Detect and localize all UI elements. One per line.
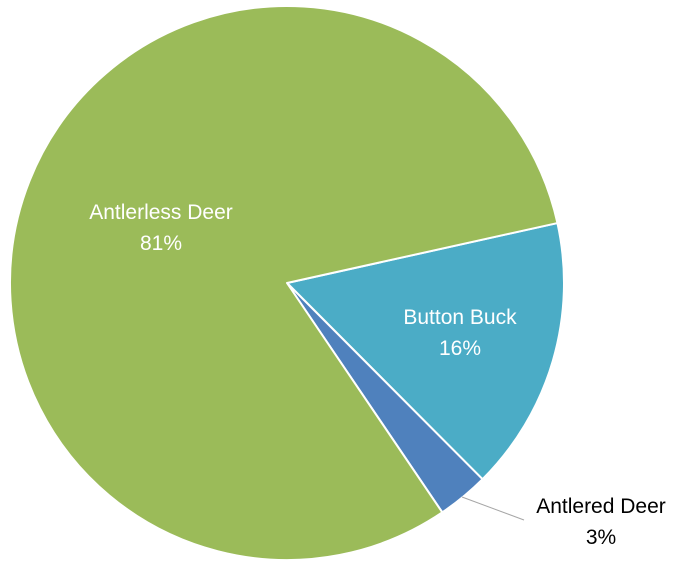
antlered-deer-label: Antlered Deer: [536, 495, 666, 518]
antlerless-deer-percent: 81%: [140, 232, 182, 255]
button-buck-label: Button Buck: [403, 306, 517, 329]
button-buck-percent: 16%: [439, 337, 481, 360]
antlered-deer-percent: 3%: [586, 526, 616, 549]
pie-slice-antlerless-deer: [9, 5, 559, 562]
antlered-deer-leader-line: [461, 496, 525, 521]
pie-slice-button-buck: [286, 222, 565, 481]
pie-slices: [9, 5, 565, 562]
antlerless-deer-label: Antlerless Deer: [89, 201, 233, 224]
